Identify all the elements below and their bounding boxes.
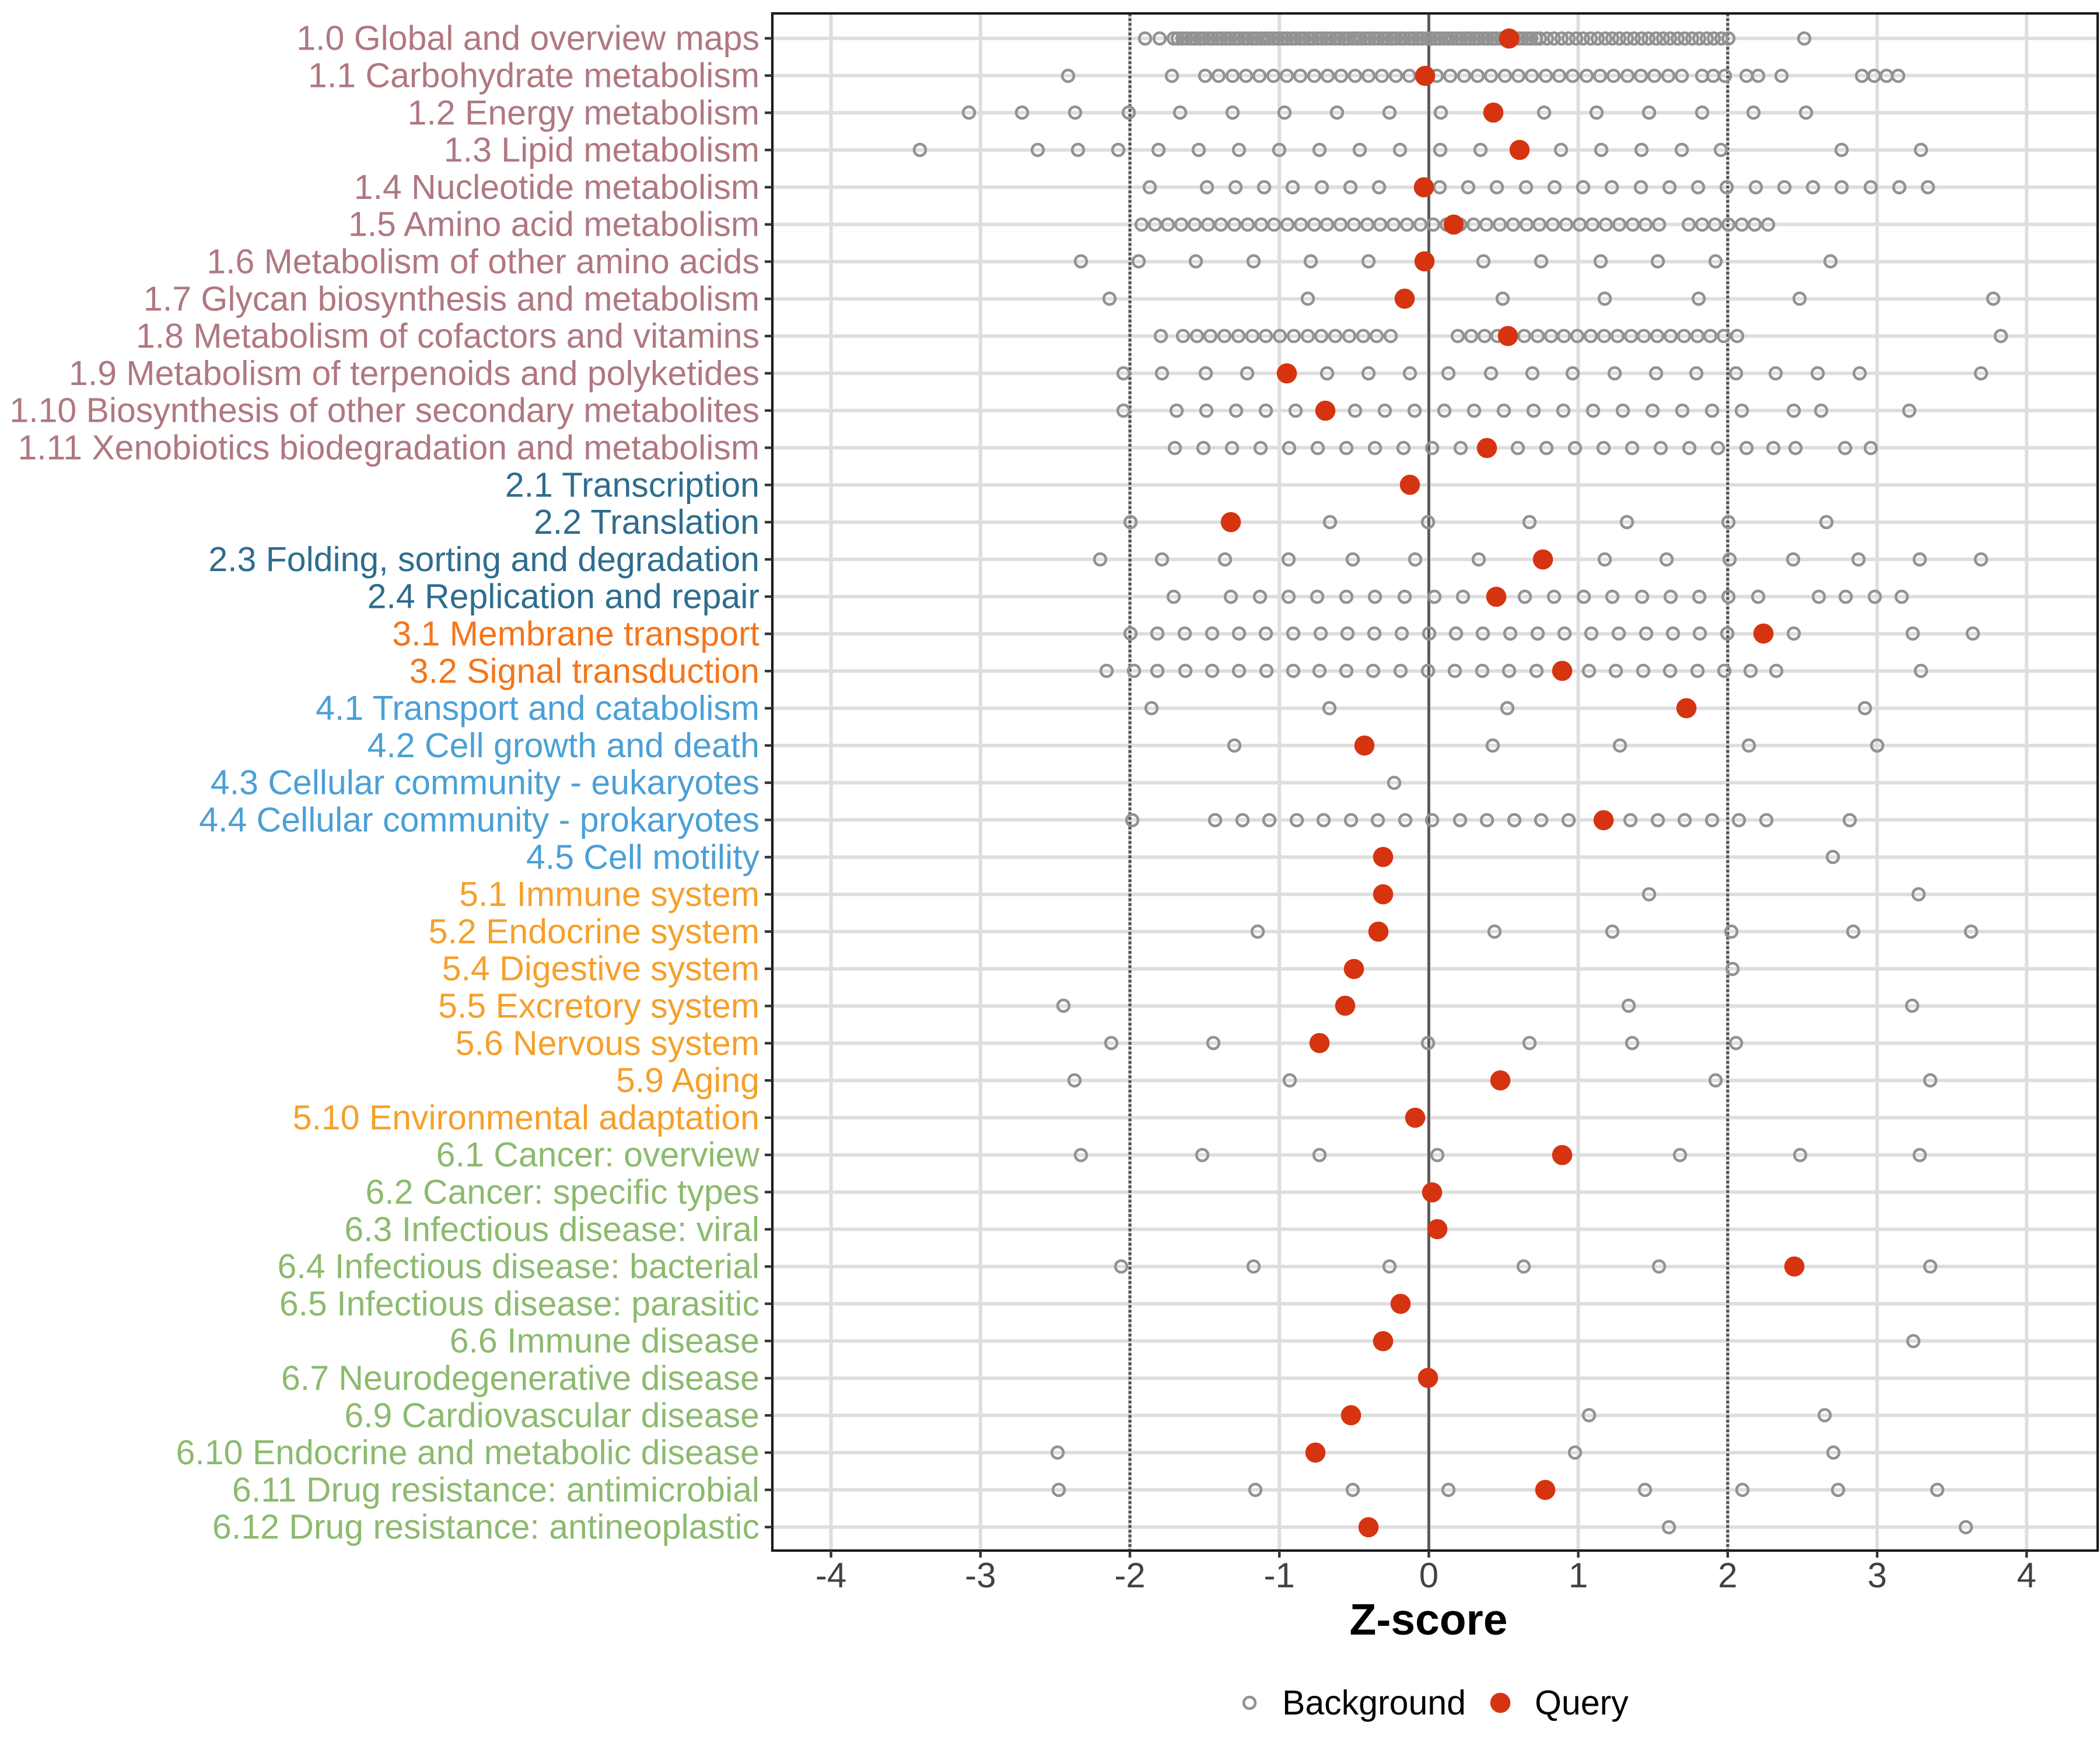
svg-text:6.4 Infectious disease: bacter: 6.4 Infectious disease: bacterial [278, 1247, 760, 1286]
svg-text:5.5 Excretory system: 5.5 Excretory system [438, 987, 760, 1026]
svg-text:-3: -3 [965, 1556, 996, 1595]
svg-text:6.1 Cancer: overview: 6.1 Cancer: overview [436, 1136, 760, 1174]
svg-text:6.12 Drug resistance: antineop: 6.12 Drug resistance: antineoplastic [212, 1508, 760, 1546]
svg-text:6.5 Infectious disease: parasi: 6.5 Infectious disease: parasitic [279, 1285, 760, 1323]
svg-text:6.9 Cardiovascular disease: 6.9 Cardiovascular disease [344, 1396, 760, 1434]
svg-text:6.6 Immune disease: 6.6 Immune disease [450, 1322, 760, 1360]
svg-text:1.2 Energy metabolism: 1.2 Energy metabolism [408, 93, 760, 132]
svg-text:4: 4 [2017, 1556, 2036, 1595]
svg-text:Z-score: Z-score [1350, 1595, 1508, 1644]
svg-text:1.4 Nucleotide metabolism: 1.4 Nucleotide metabolism [354, 168, 760, 207]
svg-text:Background: Background [1282, 1684, 1466, 1722]
svg-text:5.4 Digestive system: 5.4 Digestive system [442, 950, 760, 988]
svg-text:4.5 Cell motility: 4.5 Cell motility [526, 838, 760, 876]
svg-text:2.1 Transcription: 2.1 Transcription [505, 466, 760, 504]
svg-text:1: 1 [1569, 1556, 1588, 1595]
svg-text:Query: Query [1535, 1684, 1629, 1722]
svg-text:0: 0 [1419, 1556, 1438, 1595]
svg-text:2.3 Folding, sorting and degra: 2.3 Folding, sorting and degradation [208, 540, 760, 579]
svg-text:5.1 Immune system: 5.1 Immune system [459, 875, 760, 914]
svg-text:6.3 Infectious disease: viral: 6.3 Infectious disease: viral [344, 1210, 760, 1248]
svg-text:6.11 Drug resistance: antimicr: 6.11 Drug resistance: antimicrobial [232, 1471, 760, 1509]
svg-text:4.4 Cellular community - proka: 4.4 Cellular community - prokaryotes [199, 801, 760, 839]
svg-text:4.1 Transport and catabolism: 4.1 Transport and catabolism [316, 689, 760, 727]
svg-text:-4: -4 [816, 1556, 846, 1595]
svg-text:5.9 Aging: 5.9 Aging [616, 1061, 760, 1100]
svg-text:1.9 Metabolism of terpenoids a: 1.9 Metabolism of terpenoids and polyket… [69, 354, 760, 393]
svg-text:2: 2 [1718, 1556, 1737, 1595]
svg-text:1.0 Global and overview maps: 1.0 Global and overview maps [296, 19, 760, 58]
svg-text:4.3 Cellular community - eukar: 4.3 Cellular community - eukaryotes [211, 764, 760, 802]
svg-text:1.8 Metabolism of cofactors an: 1.8 Metabolism of cofactors and vitamins [136, 317, 760, 355]
svg-text:5.10 Environmental adaptation: 5.10 Environmental adaptation [293, 1098, 760, 1137]
svg-text:1.10 Biosynthesis of other sec: 1.10 Biosynthesis of other secondary met… [9, 391, 760, 430]
svg-text:1.5 Amino acid metabolism: 1.5 Amino acid metabolism [348, 205, 760, 244]
svg-text:3.1 Membrane transport: 3.1 Membrane transport [392, 615, 760, 653]
svg-text:6.2 Cancer: specific types: 6.2 Cancer: specific types [365, 1173, 760, 1212]
svg-text:3: 3 [1867, 1556, 1887, 1595]
svg-text:4.2 Cell growth and death: 4.2 Cell growth and death [368, 726, 760, 765]
svg-text:1.6 Metabolism of other amino: 1.6 Metabolism of other amino acids [206, 243, 760, 281]
svg-text:1.7 Glycan biosynthesis and me: 1.7 Glycan biosynthesis and metabolism [144, 279, 760, 318]
svg-text:1.11 Xenobiotics biodegradatio: 1.11 Xenobiotics biodegradation and meta… [18, 429, 760, 467]
svg-text:1.1 Carbohydrate metabolism: 1.1 Carbohydrate metabolism [308, 57, 760, 95]
svg-text:1.3 Lipid metabolism: 1.3 Lipid metabolism [444, 131, 760, 169]
svg-text:5.6 Nervous system: 5.6 Nervous system [456, 1024, 760, 1062]
svg-text:6.7 Neurodegenerative disease: 6.7 Neurodegenerative disease [281, 1359, 760, 1398]
svg-text:5.2 Endocrine system: 5.2 Endocrine system [429, 912, 760, 951]
svg-text:2.2 Translation: 2.2 Translation [534, 503, 760, 541]
svg-text:3.2 Signal transduction: 3.2 Signal transduction [410, 652, 760, 690]
svg-text:2.4 Replication and repair: 2.4 Replication and repair [368, 578, 760, 616]
svg-text:6.10 Endocrine and metabolic d: 6.10 Endocrine and metabolic disease [176, 1433, 760, 1472]
svg-text:-1: -1 [1264, 1556, 1295, 1595]
svg-text:-2: -2 [1114, 1556, 1145, 1595]
